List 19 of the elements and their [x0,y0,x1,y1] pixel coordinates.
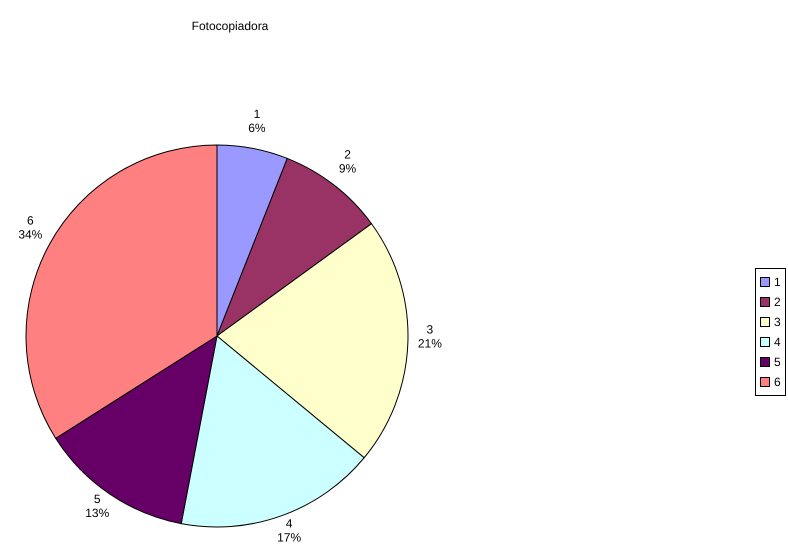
chart-title: Fotocopiadora [192,19,269,33]
slice-label: 1 [254,106,261,121]
slice-label: 5 [94,492,101,506]
slice-label: 3 [426,322,434,337]
data-label: 21% [418,336,442,351]
slice-label: 2 [344,148,352,162]
legend-label: 5 [774,355,781,369]
data-label: 6% [248,120,266,135]
legend-label: 4 [774,335,781,349]
slice-label: 4 [286,516,293,530]
legend-label: 6 [774,375,781,389]
data-label: 17% [277,530,302,544]
data-label: 9% [338,162,357,176]
legend-label: 3 [774,315,781,329]
data-label: 13% [85,506,110,520]
legend-label: 1 [774,275,781,289]
data-label: 34% [18,227,43,242]
slice-label: 6 [27,213,34,228]
legend-label: 2 [774,295,781,309]
